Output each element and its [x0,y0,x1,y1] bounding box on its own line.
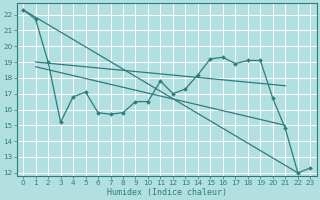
X-axis label: Humidex (Indice chaleur): Humidex (Indice chaleur) [107,188,227,197]
